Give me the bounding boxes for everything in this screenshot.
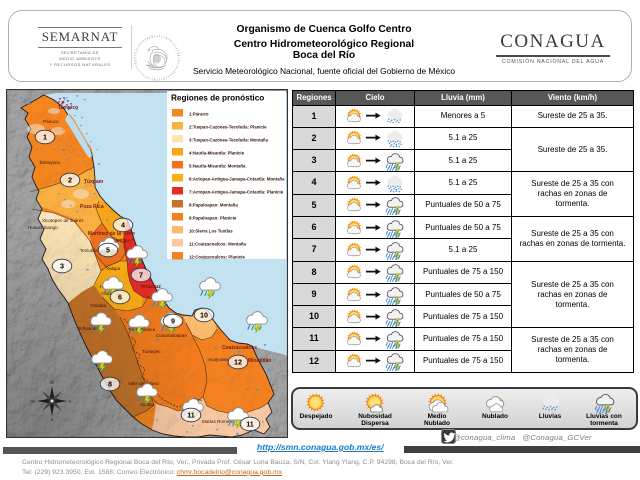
svg-text:Misantla: Misantla: [107, 238, 127, 244]
svg-text:7:Actopan-Antigua-Jamapa-Cotax: 7:Actopan-Antigua-Jamapa-Cotaxtla: Plani…: [189, 189, 284, 194]
svg-text:6: 6: [118, 293, 122, 302]
svg-text:Xicotepec de Juárez: Xicotepec de Juárez: [42, 218, 84, 223]
svg-text:Tantoyuca: Tantoyuca: [39, 160, 60, 165]
svg-text:Martínez de la Torre: Martínez de la Torre: [88, 231, 135, 237]
svg-text:2: 2: [68, 176, 72, 185]
svg-text:11: 11: [246, 420, 254, 429]
svg-text:Túxpam: Túxpam: [84, 179, 104, 185]
svg-text:Tehuacán: Tehuacán: [78, 326, 98, 331]
svg-text:Ayutla: Ayutla: [140, 402, 153, 407]
svg-text:10: 10: [200, 311, 208, 320]
svg-text:W: W: [31, 400, 35, 404]
svg-text:1:Pánuco: 1:Pánuco: [189, 111, 209, 116]
svg-text:9:Papaloapan: Planicie: 9:Papaloapan: Planicie: [189, 215, 237, 220]
svg-text:2:Tuxpan-Cazones-Tecolutla: Pl: 2:Tuxpan-Cazones-Tecolutla: Planicie: [189, 124, 267, 129]
svg-text:Matías Romero: Matías Romero: [202, 419, 234, 424]
svg-text:Minatitlán: Minatitlán: [248, 358, 271, 364]
svg-text:Regiones de pronóstico: Regiones de pronóstico: [171, 94, 264, 103]
svg-text:11: 11: [187, 411, 195, 420]
svg-text:Teziutlán: Teziutlán: [80, 248, 99, 253]
svg-text:3: 3: [60, 262, 64, 271]
svg-text:9: 9: [171, 317, 175, 326]
svg-text:11:Coatzacoalcos: Montaña: 11:Coatzacoalcos: Montaña: [189, 241, 247, 246]
svg-text:Cosamaloapan: Cosamaloapan: [156, 333, 187, 338]
svg-text:4: 4: [121, 221, 125, 230]
svg-text:3:Tuxpan-Cazones-Tecolutla: Mo: 3:Tuxpan-Cazones-Tecolutla: Montaña: [189, 137, 269, 142]
svg-text:Valle de Juárez: Valle de Juárez: [128, 381, 160, 386]
svg-text:Huauchinango: Huauchinango: [28, 225, 58, 230]
svg-text:1: 1: [43, 133, 47, 142]
svg-text:Poza Rica: Poza Rica: [80, 204, 104, 210]
svg-text:Coatzacoalcos: Coatzacoalcos: [222, 345, 257, 351]
svg-text:E: E: [69, 400, 72, 404]
svg-text:Acayucan: Acayucan: [208, 357, 229, 362]
svg-text:10:Sierra Los Tuxtlas: 10:Sierra Los Tuxtlas: [189, 228, 233, 233]
svg-text:N: N: [50, 380, 53, 385]
svg-text:12:Coatzacoalcos: Planicie: 12:Coatzacoalcos: Planicie: [189, 254, 245, 259]
svg-text:Tierra Blanca: Tierra Blanca: [128, 327, 156, 332]
svg-text:5: 5: [106, 246, 110, 255]
svg-text:Tampico: Tampico: [58, 105, 78, 111]
svg-text:Xalapa: Xalapa: [106, 266, 121, 271]
svg-text:5:Nautla-Misantla: Montaña: 5:Nautla-Misantla: Montaña: [189, 163, 246, 168]
svg-text:Córdoba: Córdoba: [101, 291, 119, 296]
svg-text:7: 7: [139, 271, 143, 280]
svg-text:Orizaba: Orizaba: [90, 303, 107, 308]
svg-text:6:Actopan-Antigua-Jamapa-Cotax: 6:Actopan-Antigua-Jamapa-Cotaxtla: Monta…: [189, 176, 285, 181]
svg-text:8: 8: [108, 380, 112, 389]
svg-text:12: 12: [234, 358, 242, 367]
svg-text:Pánuco: Pánuco: [43, 119, 59, 124]
svg-text:Veracruz: Veracruz: [140, 284, 161, 290]
svg-text:8:Papaloapan: Montaña: 8:Papaloapan: Montaña: [189, 202, 238, 207]
svg-text:S: S: [51, 418, 54, 422]
svg-text:4:Nautla-Misantla: Planicie: 4:Nautla-Misantla: Planicie: [189, 150, 245, 155]
svg-text:Tuxtepec: Tuxtepec: [142, 349, 161, 354]
